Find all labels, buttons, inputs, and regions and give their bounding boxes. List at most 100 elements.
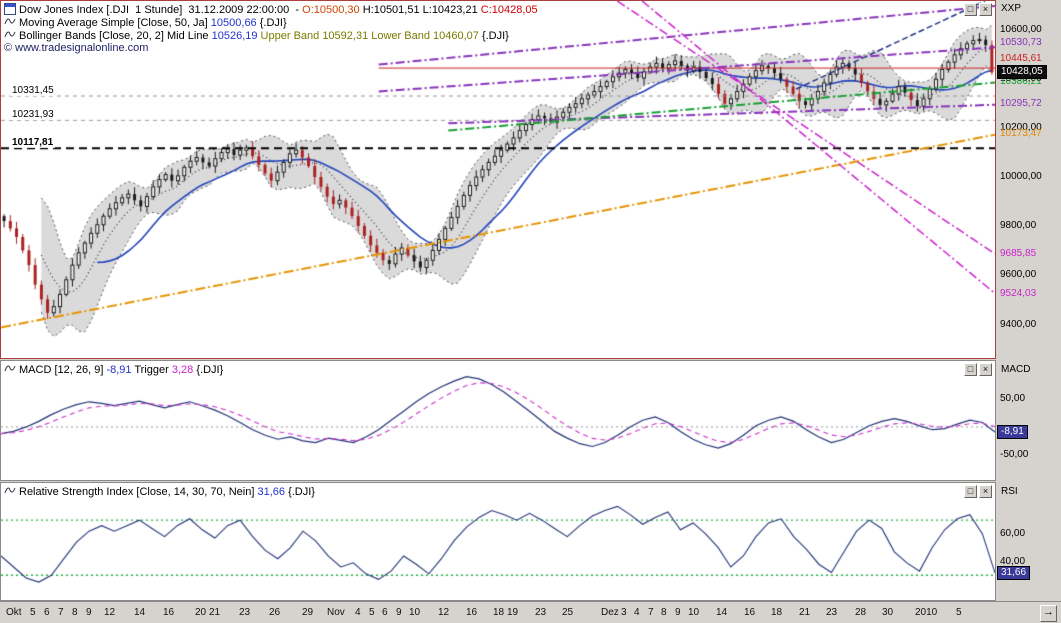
time-axis-label: 9 — [675, 607, 681, 618]
legend-segment: Relative Strength Index [Close, 14, 30, … — [19, 485, 258, 498]
price-level-label: 9524,03 — [1000, 288, 1037, 300]
rsi-close-button[interactable]: × — [979, 485, 992, 498]
legend-segment: Bollinger Bands [Close, 20, 2] Mid Line — [19, 29, 212, 42]
legend-segment: C:10428,05 — [480, 3, 538, 16]
copyright-link[interactable]: © www.tradesignalonline.com — [4, 41, 149, 54]
legend-segment: 10460,07 — [433, 29, 482, 42]
time-axis-label: 14 — [716, 607, 728, 618]
time-axis-label: 6 — [44, 607, 50, 618]
copyright-row: © www.tradesignalonline.com — [4, 41, 538, 54]
time-axis-label: 12 — [438, 607, 450, 618]
time-axis-label: 30 — [882, 607, 894, 618]
macd-panel-buttons: □ × — [964, 363, 992, 376]
axis-tick-label: 50,00 — [1000, 392, 1026, 404]
time-axis-label: 8 — [661, 607, 667, 618]
instrument-legend-row[interactable]: Dow Jones Index [.DJI 1 Stunde] 31.12.20… — [4, 2, 538, 16]
legend-segment: Moving Average Simple [Close, 50, Ja] — [19, 16, 211, 29]
macd-curve-icon — [4, 365, 16, 372]
price-restore-button[interactable]: □ — [964, 3, 977, 16]
time-axis-label: 23 — [239, 607, 251, 618]
rsi-curve-icon — [4, 487, 16, 494]
time-axis-label: 16 — [744, 607, 756, 618]
time-axis-label: 25 — [562, 607, 574, 618]
macd-close-button[interactable]: × — [979, 363, 992, 376]
macd-restore-button[interactable]: □ — [964, 363, 977, 376]
axis-tick-label: 40,00 — [1000, 555, 1026, 567]
support-level-label: 10117,81 — [10, 137, 56, 149]
legend-segment: 3,28 — [171, 363, 197, 376]
time-axis-label: 23 — [535, 607, 547, 618]
chart-window-icon[interactable] — [4, 2, 16, 15]
time-axis-label: 26 — [269, 607, 281, 618]
rsi-restore-button[interactable]: □ — [964, 485, 977, 498]
time-axis-label: 4 — [634, 607, 640, 618]
ma-legend-row[interactable]: Moving Average Simple [Close, 50, Ja] 10… — [4, 15, 538, 29]
scroll-to-end-button[interactable]: → — [1040, 605, 1057, 622]
rsi-value-badge: 31,66 — [997, 566, 1031, 581]
price-panel-buttons: □ × — [964, 3, 992, 16]
legend-segment: Dow Jones Index [.DJI 1 Stunde] 31.12.20… — [19, 3, 303, 16]
axis-tick-label: -50,00 — [1000, 449, 1029, 461]
axis-tick-label: 10000,00 — [1000, 171, 1042, 183]
legend-segment: H:10501,51 — [362, 3, 423, 16]
macd-chart-canvas[interactable] — [1, 361, 995, 480]
time-axis-label: 9 — [86, 607, 92, 618]
price-chart-canvas[interactable] — [1, 1, 995, 358]
price-level-label: 10445,61 — [1000, 53, 1042, 65]
time-axis-label: 7 — [58, 607, 64, 618]
macd-panel: MACD [12, 26, 9] -8,91 Trigger 3,28 {.DJ… — [0, 360, 996, 481]
macd-legend-row[interactable]: MACD [12, 26, 9] -8,91 Trigger 3,28 {.DJ… — [4, 360, 223, 378]
legend-segment: O:10500,30 — [302, 3, 363, 16]
ma-curve-icon — [4, 18, 16, 25]
macd-value-badge: -8,91 — [997, 425, 1028, 440]
price-panel-label: XXP — [1001, 3, 1022, 14]
time-axis-label: 14 — [134, 607, 146, 618]
time-axis-label: Okt — [6, 607, 22, 618]
macd-legend-text: MACD [12, 26, 9] -8,91 Trigger 3,28 {.DJ… — [19, 360, 223, 378]
rsi-legend-row[interactable]: Relative Strength Index [Close, 14, 30, … — [4, 484, 315, 498]
axis-tick-label: 10200,00 — [1000, 121, 1042, 133]
time-axis-label: 3 — [621, 607, 627, 618]
time-axis-label: 23 — [826, 607, 838, 618]
legend-segment: -8,91 — [106, 363, 135, 376]
price-legend: Dow Jones Index [.DJI 1 Stunde] 31.12.20… — [4, 2, 538, 54]
price-level-label: 10295,72 — [1000, 98, 1042, 110]
time-axis-label: 28 — [855, 607, 867, 618]
price-level-label: 10386,21 — [1000, 76, 1042, 88]
time-axis-label: 19 — [507, 607, 519, 618]
time-axis-label: 6 — [382, 607, 388, 618]
time-axis-label: 5 — [30, 607, 36, 618]
rsi-panel-label: RSI — [1001, 486, 1018, 497]
legend-segment: {.DJI} — [285, 485, 315, 498]
legend-segment: 10500,66 — [210, 16, 257, 29]
axis-tick-label: 9400,00 — [1000, 318, 1037, 330]
legend-segment: {.DJI} — [481, 29, 509, 42]
time-axis-label: 20 — [195, 607, 207, 618]
time-axis-label: Dez — [601, 607, 619, 618]
bollinger-legend-row[interactable]: Bollinger Bands [Close, 20, 2] Mid Line … — [4, 26, 538, 44]
legend-segment: 10526,19 — [211, 29, 261, 42]
time-axis-label: 7 — [648, 607, 654, 618]
time-axis-label: 12 — [104, 607, 116, 618]
legend-segment: Trigger — [134, 363, 172, 376]
time-axis-label: Nov — [327, 607, 345, 618]
time-axis-label: 18 — [771, 607, 783, 618]
price-axis-column[interactable]: XXP MACD RSI 10600,0010400,0010200,00100… — [997, 0, 1061, 601]
time-axis-label: 18 — [493, 607, 505, 618]
macd-legend: MACD [12, 26, 9] -8,91 Trigger 3,28 {.DJ… — [4, 360, 223, 378]
rsi-chart-canvas[interactable] — [1, 483, 995, 600]
time-axis-label: 21 — [209, 607, 221, 618]
price-close-button[interactable]: × — [979, 3, 992, 16]
support-level-label: 10331,45 — [10, 84, 56, 96]
legend-segment: {.DJI} — [196, 363, 224, 376]
macd-panel-label: MACD — [1001, 364, 1031, 375]
bollinger-legend-text: Bollinger Bands [Close, 20, 2] Mid Line … — [19, 26, 509, 44]
price-level-label: 10530,73 — [1000, 36, 1042, 48]
time-axis-label: 5 — [369, 607, 375, 618]
time-axis-label: 16 — [163, 607, 175, 618]
time-axis-label: 10 — [409, 607, 421, 618]
price-level-label: 10173,47 — [1000, 128, 1042, 140]
time-axis[interactable]: → Okt 5 6 7 8 9 12 14 16 20 21 23 26 29 Nov 4 5 6 9 10 12 16 1… — [0, 601, 1061, 623]
legend-segment: 31,66 — [257, 485, 286, 498]
